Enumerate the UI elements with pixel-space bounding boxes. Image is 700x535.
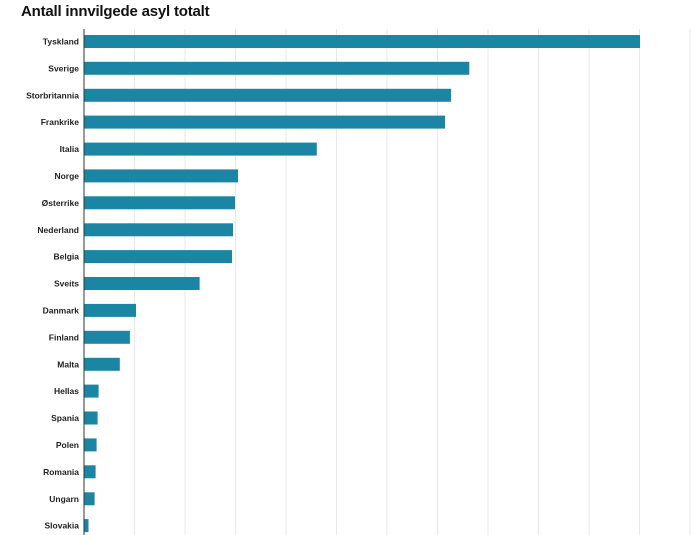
bar-belgia [84,250,232,264]
category-label: Spania [51,413,79,423]
category-label: Tyskland [43,37,79,47]
category-label: Sverige [48,63,79,73]
category-label: Malta [57,359,79,369]
bar-tyskland [84,35,640,48]
category-label: Frankrike [41,117,80,127]
category-label: Østerrike [42,198,80,208]
category-labels: Tyskland Sverige Storbritannia Frankrike Ita… [26,37,79,531]
category-label: Norge [54,171,79,181]
bar-ungarn [84,492,95,506]
bar-sverige [84,61,470,75]
bar-sveits [84,277,200,290]
category-label: Danmark [43,305,80,315]
bar-italia [84,142,317,156]
bar-danmark [84,303,136,317]
category-label: Ungarn [49,494,79,504]
bar-polen [84,438,97,452]
category-label: Romania [43,467,79,477]
category-label: Finland [49,332,79,342]
category-label: Belgia [53,252,79,262]
bar-romania [84,465,96,479]
bar-storbritannia [84,88,452,102]
bar-slovakia [84,519,89,533]
category-label: Hellas [54,386,79,396]
category-label: Polen [56,440,79,450]
category-label: Nederland [37,225,79,235]
bar-nederland [84,223,233,237]
bars [84,35,640,533]
category-label: Storbritannia [26,90,79,100]
category-label: Slovakia [45,521,80,531]
category-label: Italia [60,144,80,154]
bar-østerrike [84,196,235,210]
chart-title: Antall innvilgede asyl totalt [21,3,210,20]
bar-hellas [84,384,99,398]
gridlines [134,29,691,535]
category-label: Sveits [54,279,79,289]
bar-norge [84,169,238,183]
bar-finland [84,330,130,344]
bar-spania [84,411,98,425]
bar-frankrike [84,115,446,129]
bar-malta [84,357,120,371]
